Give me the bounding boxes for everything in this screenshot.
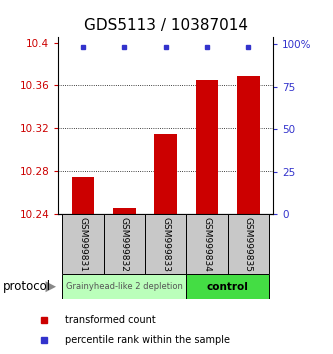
Bar: [237, 76, 260, 214]
Bar: [62, 214, 104, 274]
Bar: [154, 134, 177, 214]
Text: GSM999835: GSM999835: [244, 217, 253, 272]
Text: Grainyhead-like 2 depletion: Grainyhead-like 2 depletion: [66, 282, 183, 291]
Bar: [228, 214, 269, 274]
Text: GSM999833: GSM999833: [161, 217, 170, 272]
Bar: [62, 274, 186, 299]
Text: GSM999832: GSM999832: [120, 217, 129, 272]
Bar: [113, 208, 136, 214]
Text: transformed count: transformed count: [65, 315, 156, 325]
Bar: [72, 177, 95, 214]
Text: GSM999831: GSM999831: [79, 217, 88, 272]
Title: GDS5113 / 10387014: GDS5113 / 10387014: [84, 18, 248, 33]
Bar: [104, 214, 145, 274]
Text: GSM999834: GSM999834: [202, 217, 211, 272]
Text: control: control: [207, 282, 248, 292]
Polygon shape: [46, 281, 56, 292]
Text: percentile rank within the sample: percentile rank within the sample: [65, 335, 230, 345]
Bar: [195, 80, 218, 214]
Bar: [145, 214, 186, 274]
Text: protocol: protocol: [3, 280, 52, 293]
Bar: [186, 214, 228, 274]
Bar: [186, 274, 269, 299]
